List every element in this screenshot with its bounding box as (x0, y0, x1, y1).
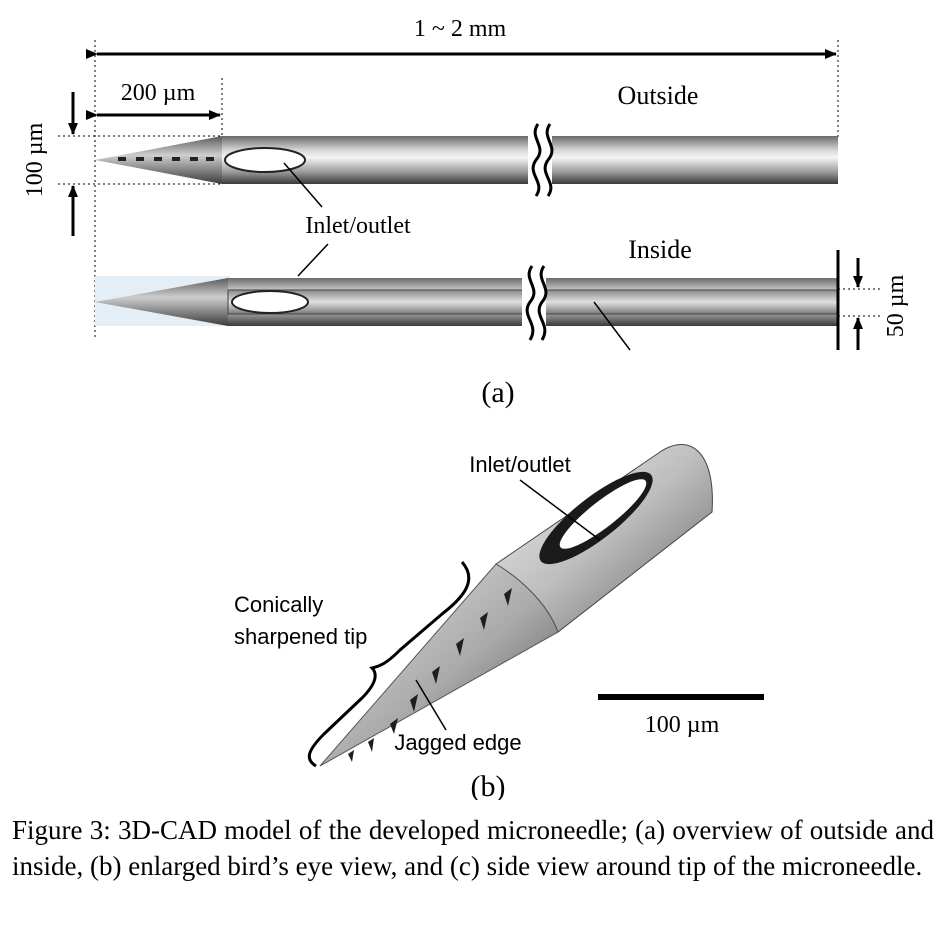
panel-b: Inlet/outlet Conically sharpened tip Jag… (234, 444, 764, 800)
outside-label: Outside (618, 81, 699, 110)
microneedle-figure: 1 ~ 2 mm 200 µm 100 µm Outsi (22, 16, 909, 800)
inside-label: Inside (628, 235, 692, 264)
inside-inlet-hole (231, 290, 309, 314)
panel-a: 1 ~ 2 mm 200 µm 100 µm Outsi (22, 16, 909, 409)
outside-break-left (531, 123, 542, 197)
inlet-label-a: Inlet/outlet (305, 213, 411, 239)
outside-break-right (543, 123, 554, 197)
figure-caption: Figure 3: 3D-CAD model of the developed … (12, 812, 934, 884)
inside-needle (95, 250, 840, 351)
tip-label-line2: sharpened tip (234, 624, 367, 649)
inside-lumen-leader (593, 301, 631, 351)
needle-cone-b (319, 563, 559, 767)
inside-break-left (525, 265, 536, 341)
total-length-label: 1 ~ 2 mm (414, 16, 507, 42)
inlet-hole-b-inner (559, 479, 647, 549)
jagged-marks-b (348, 588, 512, 762)
tip-label-line1: Conically (234, 592, 323, 617)
tip-brace (307, 561, 471, 768)
outside-needle (95, 123, 838, 197)
jagged-leader (415, 679, 447, 731)
inlet-label-b: Inlet/outlet (469, 452, 571, 477)
scale-bar (598, 694, 764, 700)
inlet-leader-bottom (297, 243, 329, 277)
inlet-leader-top (283, 162, 323, 208)
inside-break-right (537, 265, 548, 341)
outside-jagged-marks (118, 157, 214, 161)
inside-cone (95, 278, 228, 326)
caption-text: Figure 3: 3D-CAD model of the developed … (12, 815, 934, 881)
panel-b-label: (b) (471, 770, 506, 800)
outside-inlet-hole (224, 147, 306, 173)
scale-label: 100 µm (645, 712, 720, 738)
diameter-label: 100 µm (22, 122, 48, 197)
inner-diameter-label: 50 µm (883, 274, 909, 337)
tip-length-label: 200 µm (121, 80, 196, 106)
panel-a-label: (a) (481, 376, 514, 409)
jagged-label: Jagged edge (394, 730, 521, 755)
inlet-leader-b (519, 479, 601, 541)
